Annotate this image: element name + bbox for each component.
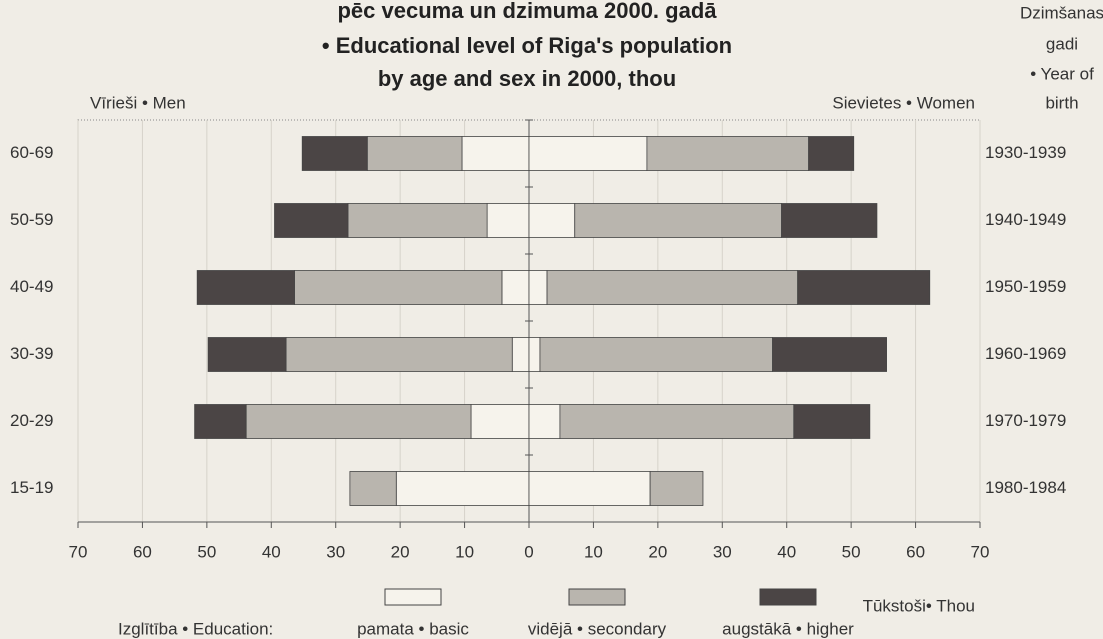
- legend-swatch: [759, 588, 817, 606]
- y-tick-label: 40-49: [10, 277, 53, 296]
- bar-segment: [395, 471, 530, 506]
- bar-segment: [366, 136, 463, 171]
- bar-segment: [347, 203, 488, 238]
- x-tick-label: 20: [648, 542, 667, 561]
- y-tick-label: 20-29: [10, 411, 53, 430]
- y2-tick-label: 1970-1979: [985, 411, 1066, 430]
- bar-segment: [461, 136, 530, 171]
- chart-title: pēc vecuma un dzimuma 2000. gadā: [337, 0, 717, 23]
- x-tick-label: 30: [326, 542, 345, 561]
- x-tick-label: 60: [906, 542, 925, 561]
- bar-segment: [528, 136, 648, 171]
- legend-title: Izglītība • Education:: [118, 619, 273, 638]
- bar-segment: [294, 270, 503, 305]
- bar-segment: [797, 270, 931, 305]
- bar-segment: [559, 404, 795, 439]
- y-tick-label: 30-39: [10, 344, 53, 363]
- bar-segment: [781, 203, 878, 238]
- x-tick-label: 10: [584, 542, 603, 561]
- bar-segment: [285, 337, 513, 372]
- bar-segment: [528, 270, 548, 305]
- y-tick-label: 60-69: [10, 143, 53, 162]
- legend-label: pamata • basic: [357, 619, 469, 638]
- x-tick-label: 50: [197, 542, 216, 561]
- x-tick-label: 30: [713, 542, 732, 561]
- legend-swatch: [568, 588, 626, 606]
- right-axis-title: • Year of: [1030, 64, 1094, 83]
- bar-segment: [793, 404, 871, 439]
- bar-segment: [194, 404, 247, 439]
- y2-tick-label: 1940-1949: [985, 210, 1066, 229]
- x-tick-label: 50: [842, 542, 861, 561]
- bar-segment: [546, 270, 799, 305]
- bar-segment: [528, 203, 576, 238]
- legend-swatch: [384, 588, 442, 606]
- x-tick-label: 70: [69, 542, 88, 561]
- x-tick-label: 40: [777, 542, 796, 561]
- y2-tick-label: 1930-1939: [985, 143, 1066, 162]
- bar-segment: [245, 404, 472, 439]
- bar-segment: [470, 404, 530, 439]
- bar-segment: [539, 337, 773, 372]
- x-tick-label: 60: [133, 542, 152, 561]
- chart-title: by age and sex in 2000, thou: [378, 66, 676, 91]
- x-tick-label: 70: [971, 542, 990, 561]
- right-axis-title: Dzimšanas: [1020, 3, 1103, 22]
- y2-tick-label: 1950-1959: [985, 277, 1066, 296]
- bar-segment: [528, 337, 541, 372]
- bar-segment: [349, 471, 397, 506]
- right-axis-title: birth: [1045, 93, 1078, 112]
- right-label: Sievietes • Women: [832, 93, 975, 112]
- bar-segment: [501, 270, 530, 305]
- right-axis-title: gadi: [1046, 34, 1078, 53]
- bar-segment: [574, 203, 782, 238]
- bar-segment: [646, 136, 810, 171]
- y2-tick-label: 1980-1984: [985, 478, 1066, 497]
- legend-label: augstākā • higher: [722, 619, 854, 638]
- bar-segment: [528, 404, 561, 439]
- x-tick-label: 20: [391, 542, 410, 561]
- legend-label: vidējā • secondary: [528, 619, 667, 638]
- bar-segment: [649, 471, 704, 506]
- bar-segment: [528, 471, 651, 506]
- chart-title: • Educational level of Riga's population: [322, 33, 732, 58]
- bar-segment: [511, 337, 530, 372]
- y2-tick-label: 1960-1969: [985, 344, 1066, 363]
- x-tick-label: 40: [262, 542, 281, 561]
- x-tick-label: 10: [455, 542, 474, 561]
- y-tick-label: 50-59: [10, 210, 53, 229]
- bar-segment: [196, 270, 295, 305]
- bar-segment: [274, 203, 349, 238]
- x-tick-label: 0: [524, 542, 533, 561]
- bar-segment: [301, 136, 368, 171]
- x-axis-label: Tūkstoši• Thou: [863, 596, 975, 615]
- bar-segment: [808, 136, 855, 171]
- y-tick-label: 15-19: [10, 478, 53, 497]
- bar-segment: [772, 337, 887, 372]
- bar-segment: [486, 203, 530, 238]
- bar-segment: [207, 337, 287, 372]
- left-label: Vīrieši • Men: [90, 93, 186, 112]
